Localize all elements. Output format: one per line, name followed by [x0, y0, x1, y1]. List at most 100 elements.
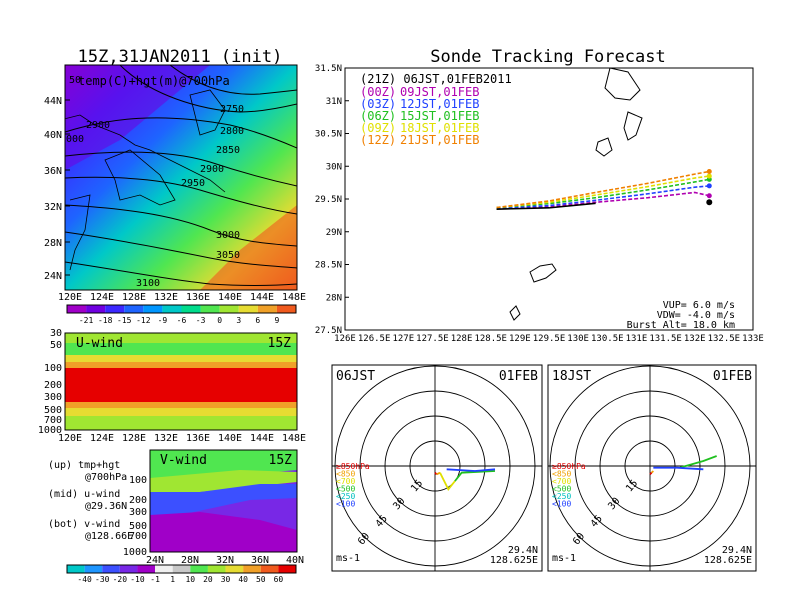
hodo-frame	[331, 364, 543, 572]
wind-colorbar-swatch	[225, 565, 244, 573]
map-lon-tick: 132E	[154, 292, 178, 303]
contour-label: 2850	[216, 145, 240, 156]
map-panel: temp(C)+hgt(m)@700hPa 44N 40N 36N 32N 28N 24N…	[44, 64, 306, 325]
uwind-jet-core	[65, 368, 297, 406]
hodo-plot	[548, 365, 756, 571]
contour-label: 3000	[216, 230, 240, 241]
vwind-y-tick: 700	[129, 531, 147, 542]
temp-colorbar-label: 9	[275, 316, 280, 325]
track-legend-z: (03Z)	[360, 97, 396, 111]
track-legend-label: 12JST,01FEB	[400, 97, 479, 111]
temp-colorbar-swatch	[67, 305, 87, 313]
temp-colorbar-frame	[66, 304, 297, 314]
height-contour	[65, 204, 297, 247]
wind-colorbar-label: 10	[185, 575, 195, 584]
track-y-tick: 28N	[326, 293, 342, 303]
contour-label: 2900	[86, 120, 110, 131]
temp-colorbar-label: 6	[255, 316, 260, 325]
vwind-label: V-wind	[160, 453, 207, 468]
wind-colorbar-swatch	[278, 565, 296, 573]
vwind-purple	[150, 512, 297, 552]
uwind-y-tick: 500	[44, 405, 62, 416]
hodo-loc-lat: 29.4N	[722, 545, 752, 556]
japan-coastline	[104, 149, 176, 206]
uwind-label: U-wind	[76, 336, 123, 351]
vwind-y-tick: 500	[129, 521, 147, 532]
uwind-y-tick: 30	[50, 328, 62, 339]
map-lon-tick: 144E	[250, 292, 274, 303]
hodo-level-legend: <100	[336, 500, 355, 509]
track-x-tick: 132.5E	[708, 334, 741, 344]
temp-colorbar-swatch	[219, 305, 239, 313]
track-param: VUP= 6.0 m/s	[663, 300, 735, 311]
track-x-tick: 129E	[509, 334, 531, 344]
vwind-frame	[149, 449, 298, 553]
hodo-units: ms-1	[552, 553, 576, 564]
hodo-wind-trace	[434, 472, 438, 475]
map-lon-tick: 148E	[282, 292, 306, 303]
track-legend-z: (12Z)	[360, 133, 396, 147]
legend-note-line2: @700hPa	[85, 472, 127, 483]
hodo-units: ms-1	[336, 553, 360, 564]
legend-note-line1: (up) tmp+hgt	[48, 460, 120, 471]
map-lon-tick: 124E	[90, 292, 114, 303]
wind-colorbar-label: 30	[221, 575, 231, 584]
track-x-tick: 130E	[567, 334, 589, 344]
track-frame	[344, 67, 754, 331]
temp-colorbar-swatch	[105, 305, 125, 313]
wind-colorbar-frame	[66, 564, 297, 574]
wind-colorbar-swatch	[119, 565, 138, 573]
vwind-y-tick: 200	[129, 495, 147, 506]
track-param: Burst Alt= 18.0 km	[627, 320, 735, 331]
track-x-tick: 128.5E	[474, 334, 507, 344]
temp-colorbar-label: -6	[177, 316, 187, 325]
left-title: 15Z,31JAN2011 (init)	[78, 47, 283, 67]
track-header: (21Z) 06JST,01FEB2011	[360, 72, 512, 86]
legend-note-line2: @128.66E	[85, 531, 133, 542]
uwind-x-tick: 136E	[186, 433, 210, 444]
track-x-tick: 129.5E	[533, 334, 566, 344]
track-start-point	[706, 199, 713, 206]
track-end-point	[706, 173, 712, 179]
uwind-y-tick: 300	[44, 392, 62, 403]
wind-colorbar-swatch	[155, 565, 173, 573]
contour-label: 2750	[220, 104, 244, 115]
height-contour	[65, 176, 297, 215]
track-line	[496, 170, 710, 209]
uwind-band-lower-yellow	[65, 408, 297, 416]
track-x-tick: 133E	[742, 334, 764, 344]
hodo-wind-trace	[439, 472, 456, 491]
track-x-tick: 131.5E	[649, 334, 682, 344]
wind-colorbar-label: 60	[274, 575, 284, 584]
hodo-loc-lon: 128.625E	[490, 555, 538, 566]
uwind-y-tick: 100	[44, 363, 62, 374]
vwind-time: 15Z	[269, 453, 293, 468]
track-x-tick: 128E	[451, 334, 473, 344]
hodo-time-label: 18JST	[552, 369, 591, 384]
contour-label: 2900	[200, 164, 224, 175]
temp-colorbar-swatch	[200, 305, 220, 313]
track-y-tick: 30.5N	[315, 130, 342, 140]
uwind-x-tick: 144E	[250, 433, 274, 444]
uwind-frame	[64, 332, 298, 431]
uwind-y-tick: 200	[44, 380, 62, 391]
track-x-tick: 132E	[684, 334, 706, 344]
hokkaido-coastline	[189, 89, 226, 136]
track-x-tick: 127.5E	[416, 334, 449, 344]
track-legend-z: (06Z)	[360, 109, 396, 123]
amami-coast	[529, 263, 557, 283]
uwind-y-tick: 700	[44, 415, 62, 426]
wind-colorbar-label: -40	[77, 575, 92, 584]
hodo-plot	[332, 365, 542, 571]
track-x-tick: 126.5E	[358, 334, 391, 344]
legend-note-line1: (bot) v-wind	[48, 519, 120, 530]
tanegashima-coast	[623, 111, 643, 141]
track-legend-label: 21JST,01FEB	[400, 133, 479, 147]
hodo-wind-trace	[454, 470, 496, 482]
vwind-y-tick: 300	[129, 507, 147, 518]
wind-colorbar-swatch	[260, 565, 279, 573]
hodo-level-legend: <700	[336, 477, 355, 486]
